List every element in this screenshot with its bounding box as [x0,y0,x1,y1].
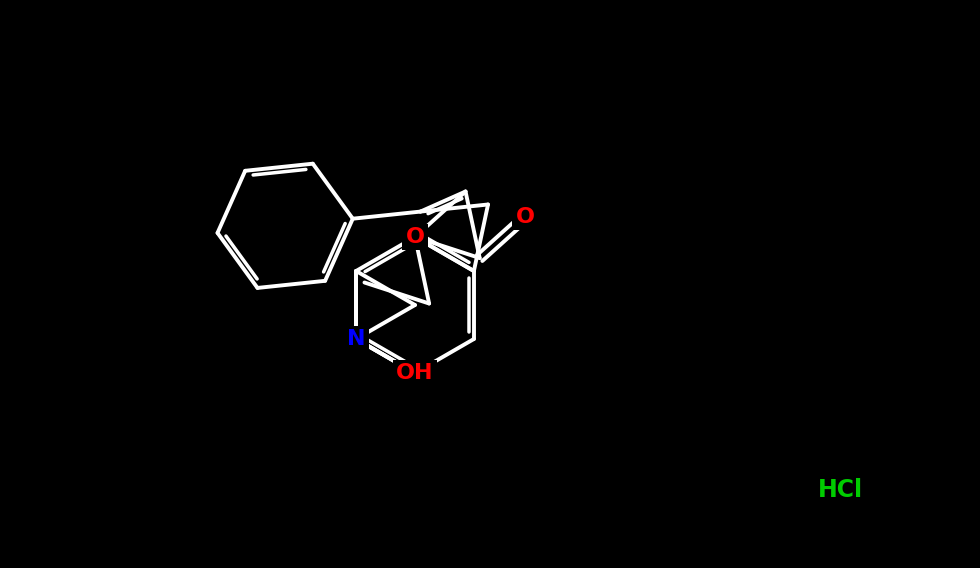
Text: HCl: HCl [817,478,862,502]
Text: O: O [406,227,424,247]
Text: O: O [515,207,535,227]
Text: OH: OH [396,363,434,383]
Text: N: N [347,329,366,349]
